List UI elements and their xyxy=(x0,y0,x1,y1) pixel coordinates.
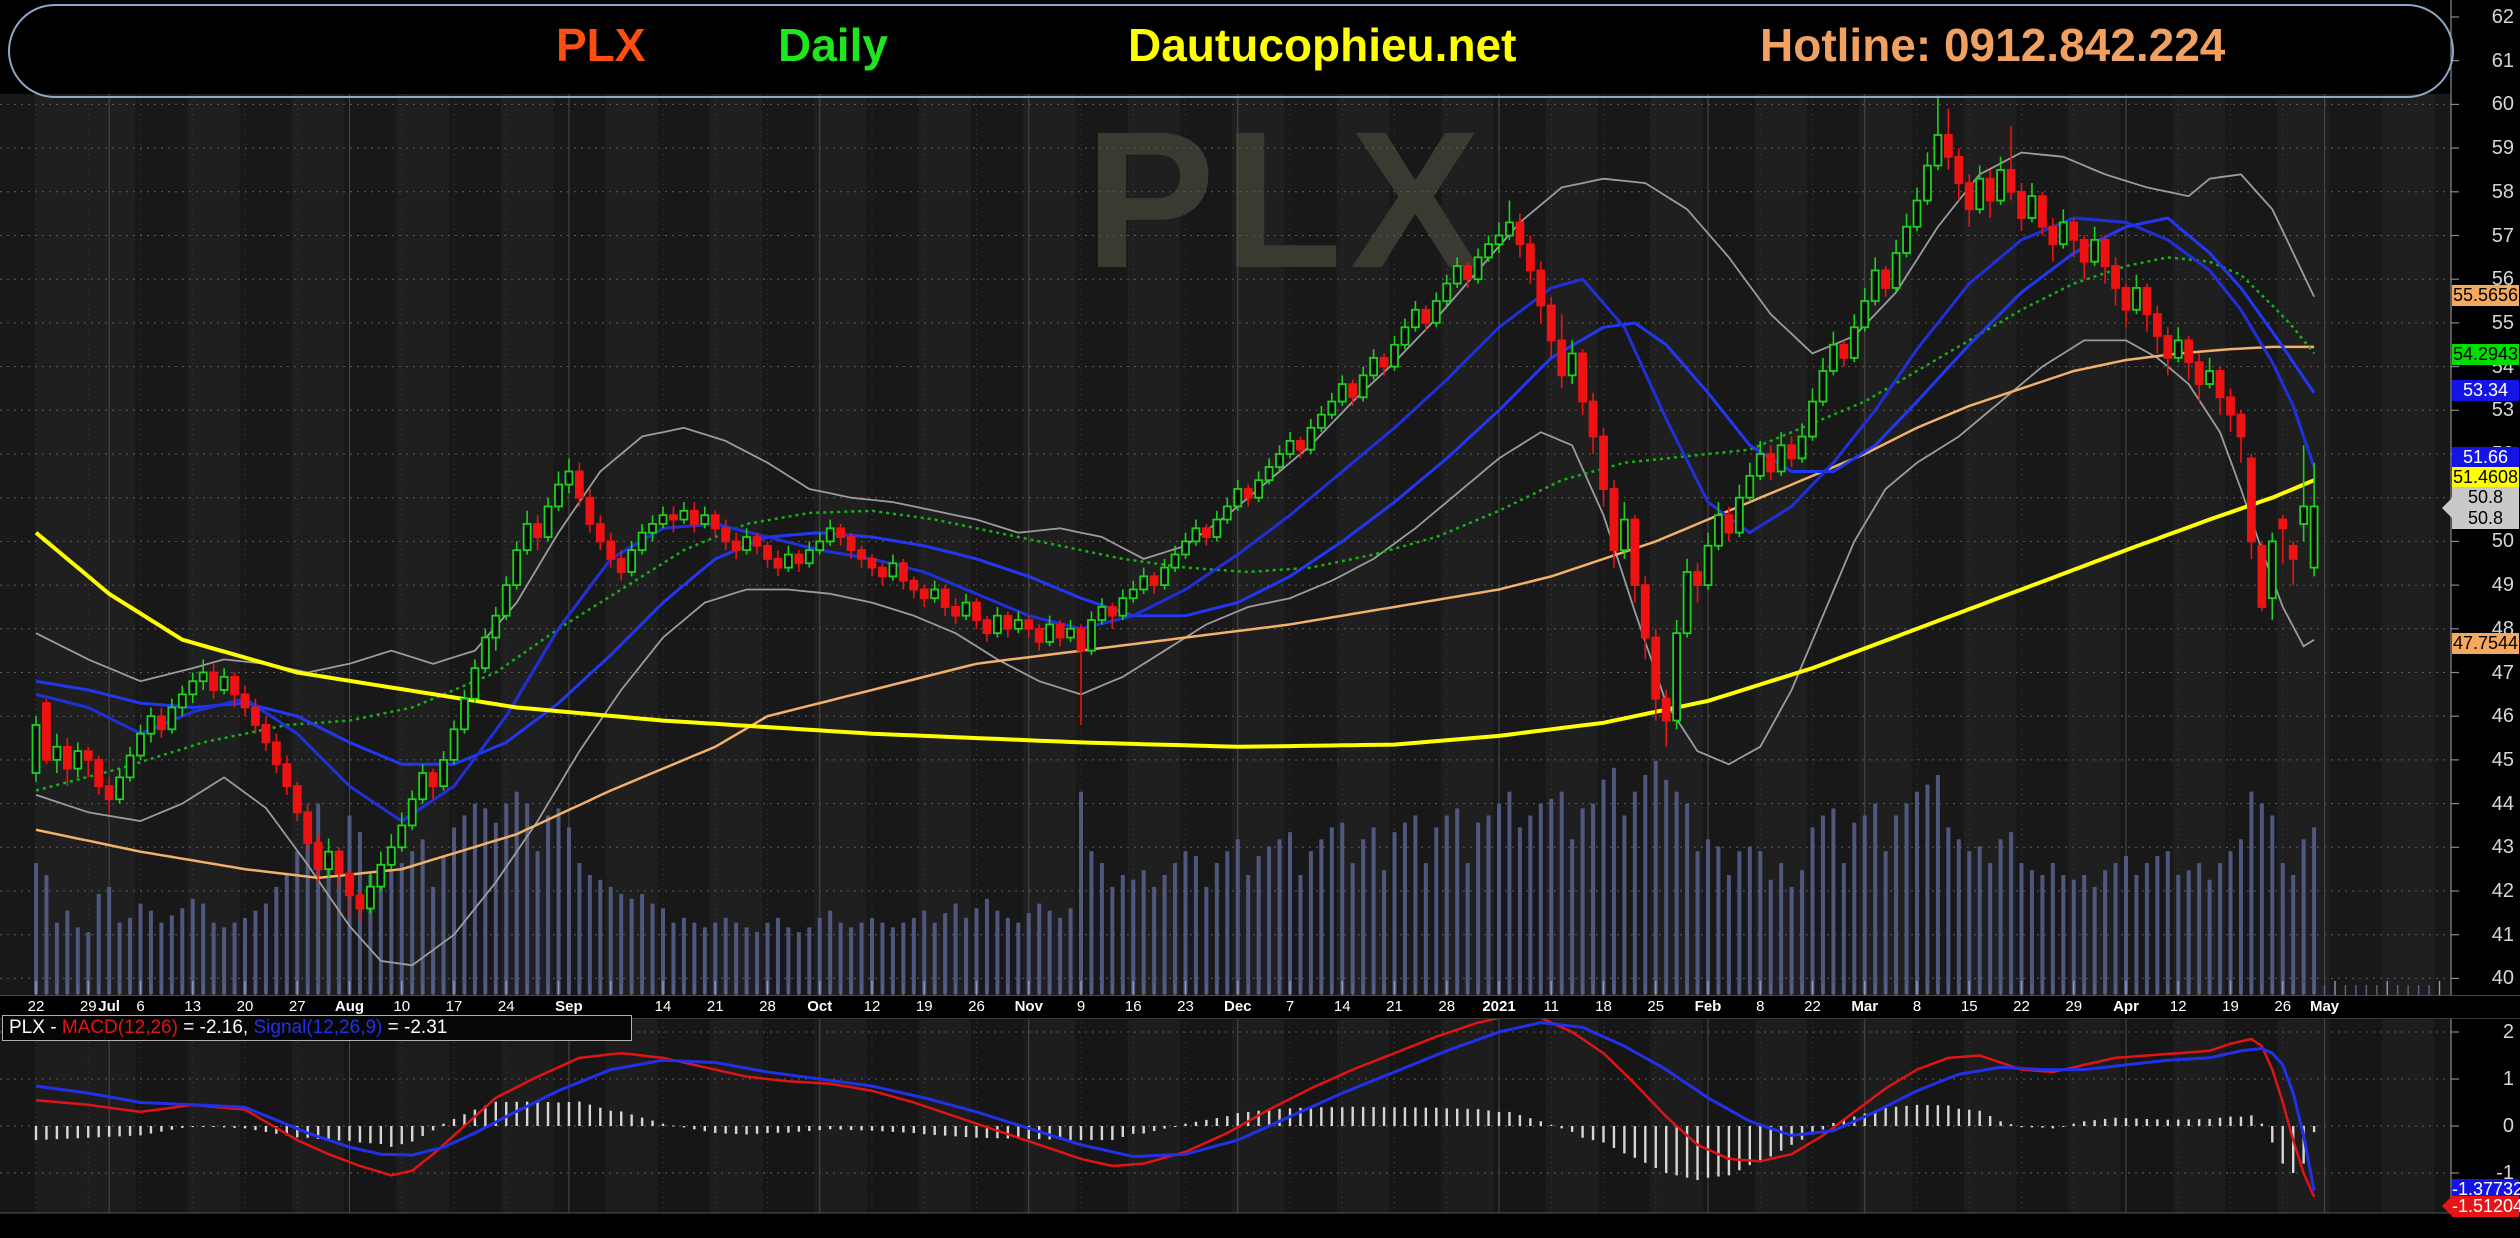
date-label: May xyxy=(2309,998,2340,1015)
axis-value: 55 xyxy=(2491,311,2514,334)
axis-value: 44 xyxy=(2491,792,2514,815)
value-tag: -1.51204 xyxy=(2442,1195,2520,1217)
date-label: 21 xyxy=(1386,998,1403,1015)
date-label: 22 xyxy=(1804,998,1821,1015)
axis-value: 58 xyxy=(2491,180,2514,203)
date-label: 23 xyxy=(1177,998,1194,1015)
date-label: 11 xyxy=(1543,998,1560,1015)
date-label: 19 xyxy=(915,998,933,1015)
date-label: 6 xyxy=(136,998,145,1015)
value-tag: 50.8 50.8 xyxy=(2442,487,2519,529)
date-label: 17 xyxy=(445,998,463,1015)
value-tag: -1.37732 xyxy=(2452,1178,2520,1200)
date-label: 15 xyxy=(1960,998,1978,1015)
header-banner xyxy=(8,4,2454,98)
signal-value: = -2.31 xyxy=(382,1017,448,1038)
date-label: 19 xyxy=(2222,998,2239,1015)
date-label: 7 xyxy=(1285,998,1295,1015)
date-label: 8 xyxy=(1756,998,1765,1015)
macd-layer xyxy=(34,1014,2316,1198)
value-tag: 51.4608 xyxy=(2452,466,2519,488)
axis-value: 61 xyxy=(2491,49,2514,72)
value-tag: 47.7544 xyxy=(2452,632,2519,654)
axis-value: 59 xyxy=(2491,137,2514,160)
date-label: 25 xyxy=(1647,998,1665,1015)
date-label: 13 xyxy=(184,998,202,1015)
axis-value: 53 xyxy=(2491,399,2514,422)
macd-value: = -2.16, xyxy=(177,1017,254,1038)
value-tag: 55.5656 xyxy=(2452,284,2519,306)
date-label: 14 xyxy=(654,998,672,1015)
date-label: 26 xyxy=(968,998,985,1015)
watermark-symbol: PLX xyxy=(1085,91,1489,309)
axis-value: 42 xyxy=(2491,880,2514,902)
candlestick-layer xyxy=(31,95,2319,922)
date-label: 16 xyxy=(1124,998,1142,1015)
date-label: Aug xyxy=(334,998,365,1015)
tag-arrow-icon xyxy=(2442,498,2452,518)
volume-layer xyxy=(34,760,2317,994)
date-label: 9 xyxy=(1076,998,1086,1015)
value-tag: 53.34 xyxy=(2452,379,2519,401)
axis-value: 46 xyxy=(2491,705,2514,728)
symbol-title: PLX xyxy=(556,19,646,71)
date-label: 28 xyxy=(1438,998,1456,1015)
site-name: Dautucophieu.net xyxy=(1128,19,1517,71)
date-label: 22 xyxy=(2013,998,2030,1015)
candle-tick-row xyxy=(35,981,2441,995)
date-label: 24 xyxy=(497,998,515,1015)
axis-value: 57 xyxy=(2491,224,2514,247)
date-label: 21 xyxy=(706,998,724,1015)
date-label: Sep xyxy=(555,998,583,1015)
axis-value: 62 xyxy=(2491,6,2514,28)
date-label: Dec xyxy=(1223,998,1252,1015)
axis-value: 50 xyxy=(2491,530,2514,553)
date-label: 29 xyxy=(79,998,97,1015)
date-label: Apr xyxy=(2113,998,2139,1015)
date-label: 2021 xyxy=(1482,998,1516,1015)
tag-arrow-icon xyxy=(2442,1196,2452,1216)
date-label: 18 xyxy=(1595,998,1612,1015)
date-label: Feb xyxy=(1694,998,1722,1015)
date-label: 28 xyxy=(759,998,776,1015)
value-tag: 51.66 xyxy=(2452,446,2519,468)
axis-value: 2 xyxy=(2502,1021,2514,1043)
axis-value: 43 xyxy=(2491,836,2514,859)
date-label: 10 xyxy=(393,998,411,1015)
axis-value: 0 xyxy=(2502,1115,2514,1137)
macd-panel-background xyxy=(0,1017,2451,1213)
axis-value: 41 xyxy=(2491,923,2514,946)
date-label: 20 xyxy=(236,998,254,1015)
date-label: 26 xyxy=(2274,998,2292,1015)
date-label: Nov xyxy=(1014,998,1043,1015)
date-label: 8 xyxy=(1912,998,1922,1015)
date-label: 29 xyxy=(2065,998,2083,1015)
date-label: Jul xyxy=(98,998,120,1015)
date-label: Oct xyxy=(807,998,833,1015)
date-label: Mar xyxy=(1851,998,1879,1015)
axis-value: 45 xyxy=(2491,748,2514,771)
date-label: 22 xyxy=(27,998,45,1015)
axis-value: 49 xyxy=(2491,574,2514,597)
price-panel-background xyxy=(0,94,2451,995)
date-label: 27 xyxy=(288,998,306,1015)
bottom-spacer xyxy=(0,1214,2520,1238)
date-label: 12 xyxy=(2169,998,2187,1015)
macd-name: MACD(12,26) xyxy=(61,1017,178,1038)
axis-value: 60 xyxy=(2491,93,2514,116)
axis-value: 1 xyxy=(2502,1068,2514,1090)
overlay-lines xyxy=(34,151,2316,967)
macd-indicator-label: PLX - MACD(12,26) = -2.16, Signal(12,26,… xyxy=(2,1015,632,1041)
value-tag: 54.2943 xyxy=(2452,343,2519,365)
macd-label-prefix: PLX - xyxy=(9,1017,62,1038)
timeframe-label: Daily xyxy=(778,19,888,71)
axis-value: 40 xyxy=(2491,967,2514,990)
date-label: 14 xyxy=(1333,998,1351,1015)
axis-value: 47 xyxy=(2491,661,2514,684)
signal-name: Signal(12,26,9) xyxy=(253,1017,383,1038)
hotline-label: Hotline: 0912.842.224 xyxy=(1760,19,2226,71)
date-label: 12 xyxy=(863,998,881,1015)
